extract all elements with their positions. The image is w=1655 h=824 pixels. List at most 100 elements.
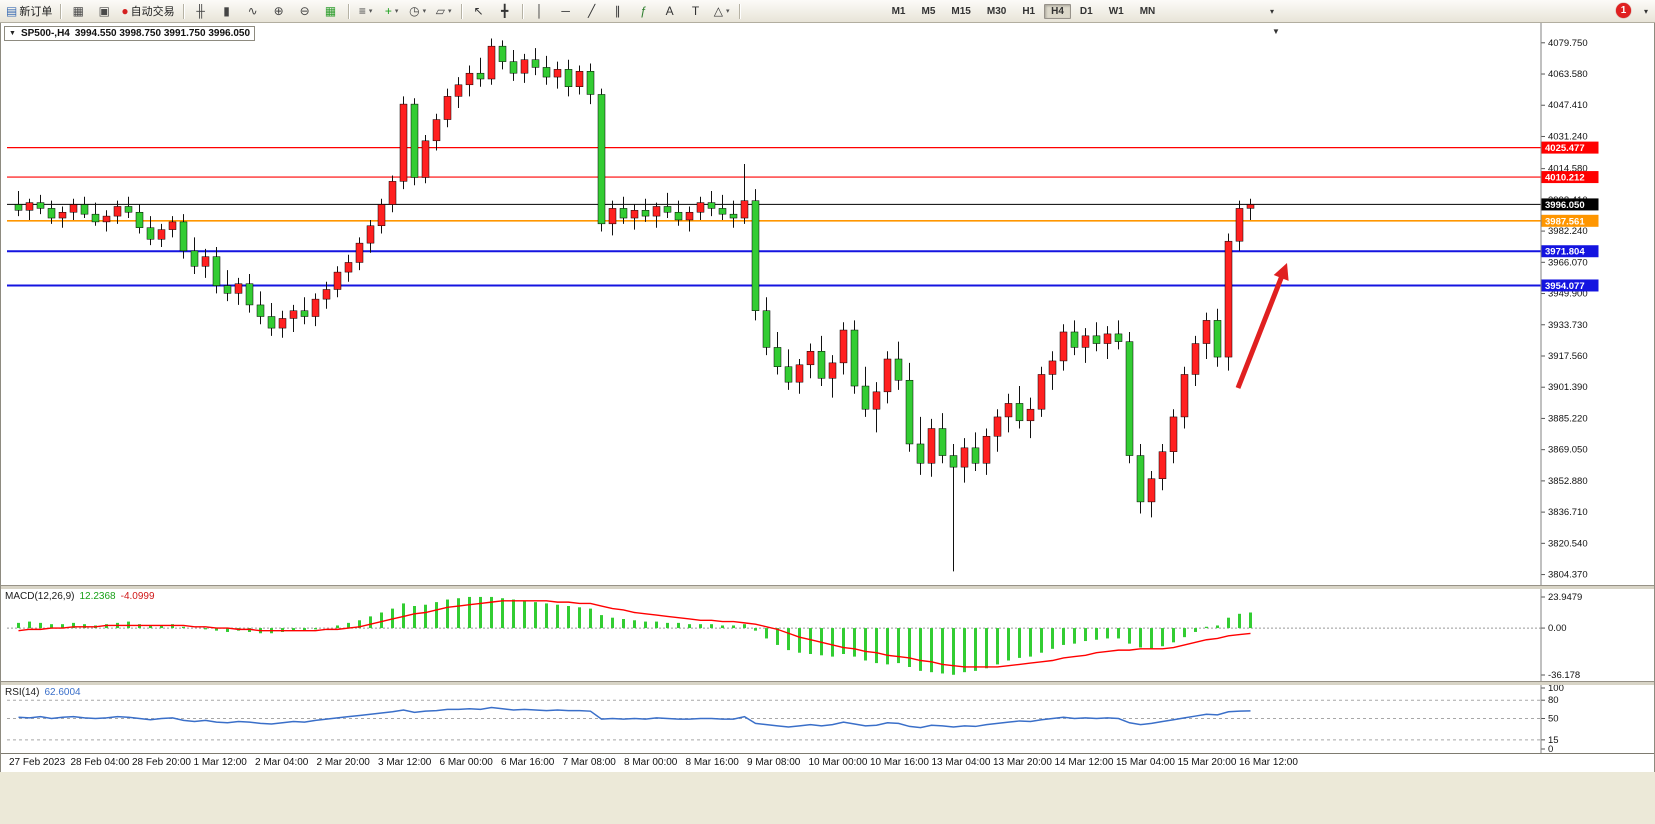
periods-button[interactable]: ◷ ▾ — [406, 1, 430, 21]
shapes-dropdown-icon[interactable]: ▾ — [725, 8, 730, 15]
svg-text:3836.710: 3836.710 — [1548, 507, 1588, 518]
timeframe-m15-button[interactable]: M15 — [951, 5, 971, 17]
toolbar-separator — [60, 3, 62, 19]
svg-text:4014.580: 4014.580 — [1548, 164, 1588, 175]
svg-text:4031.240: 4031.240 — [1548, 131, 1588, 142]
auto-trading-button[interactable]: ● 自动交易 — [118, 1, 177, 21]
svg-text:3987.561: 3987.561 — [1545, 216, 1585, 227]
toolbar-corner-chevron-icon[interactable]: ▾ — [1643, 7, 1648, 16]
bar-chart-mode-icon: ╫ — [196, 4, 205, 18]
svg-text:3996.050: 3996.050 — [1545, 200, 1585, 211]
zoom-out-button[interactable]: ⊖ — [293, 1, 317, 21]
vertical-line-icon: │ — [535, 4, 544, 18]
price-chart[interactable]: 4079.750 4063.580 4047.410 4031.240 4014.580… — [1, 23, 1654, 585]
timeframe-group: M1 M5 M15 M30 H1 H4 D1 W1 MN — [884, 0, 1164, 22]
periods-dropdown-icon[interactable]: ▾ — [422, 8, 427, 15]
shapes-button[interactable]: △ ▾ — [710, 1, 734, 21]
indicator-list-button[interactable]: ≡ ▾ — [354, 1, 378, 21]
chart-corner-arrow-icon[interactable]: ▼ — [1272, 27, 1280, 36]
horizontal-line-button[interactable]: ─ — [554, 1, 578, 21]
svg-text:3966.070: 3966.070 — [1548, 257, 1588, 268]
candlestick-mode-button[interactable]: ▮ — [215, 1, 239, 21]
grid-button[interactable]: ▦ — [319, 1, 343, 21]
macd-label: MACD(12,26,9) 12.2368 -4.0999 — [5, 591, 155, 602]
toolbar-buttons: ▤ 新订单 ▦ ▣ ● 自动交易 ╫ ▮ ∿ ⊕ ⊖ ▦ ≡ ▾ + ▾ ◷ ▾ ▱ ▾ ↖ ╋ │ ─ ╱ ∥ ƒ A T △ ▾ — [2, 0, 744, 22]
timeframe-h1-button[interactable]: H1 — [1022, 5, 1036, 17]
time-label: 15 Mar 20:00 — [1177, 757, 1237, 768]
time-label: 2 Mar 20:00 — [316, 757, 370, 768]
fibonacci-button[interactable]: ƒ — [632, 1, 656, 21]
time-label: 6 Mar 16:00 — [501, 757, 555, 768]
macd-chart[interactable]: 23.9479 0.00 -36.178 — [1, 589, 1654, 681]
time-label: 8 Mar 16:00 — [685, 757, 739, 768]
price-axis[interactable]: 4079.750 4063.580 4047.410 4031.240 4014.580… — [1541, 38, 1588, 581]
timeframe-m30-button[interactable]: M30 — [986, 5, 1007, 17]
macd-title: MACD(12,26,9) — [5, 591, 75, 602]
time-label: 1 Mar 12:00 — [193, 757, 247, 768]
profiles-button[interactable]: ▣ — [92, 1, 116, 21]
panel-splitter[interactable] — [1, 585, 1654, 589]
toolbar: ▤ 新订单 ▦ ▣ ● 自动交易 ╫ ▮ ∿ ⊕ ⊖ ▦ ≡ ▾ + ▾ ◷ ▾ ▱ ▾ ↖ ╋ │ ─ ╱ ∥ ƒ A T △ ▾ M1 M… — [0, 0, 1655, 23]
rsi-title: RSI(14) — [5, 687, 40, 698]
crosshair-button[interactable]: ╋ — [493, 1, 517, 21]
panel-splitter[interactable] — [1, 681, 1654, 685]
channel-button[interactable]: ∥ — [606, 1, 630, 21]
trendline-icon: ╱ — [587, 4, 596, 18]
crosshair-icon: ╋ — [500, 4, 509, 18]
macd-main-value: 12.2368 — [79, 591, 116, 602]
svg-text:4047.410: 4047.410 — [1548, 100, 1588, 111]
timeframe-w1-button[interactable]: W1 — [1108, 5, 1124, 17]
bottom-strip — [0, 772, 1655, 823]
collapse-arrow-icon[interactable]: ▼ — [9, 30, 16, 37]
templates-button[interactable]: ▱ ▾ — [432, 1, 456, 21]
svg-text:3901.390: 3901.390 — [1548, 382, 1588, 393]
new-order-label: 新订单 — [19, 6, 53, 18]
grid-icon: ▦ — [324, 4, 337, 18]
add-indicator-button[interactable]: + ▾ — [380, 1, 404, 21]
text-icon: A — [665, 4, 674, 18]
macd-axis[interactable]: 23.9479 0.00 -36.178 — [1541, 592, 1582, 681]
svg-text:50: 50 — [1548, 714, 1559, 725]
svg-text:4079.750: 4079.750 — [1548, 38, 1588, 49]
time-label: 2 Mar 04:00 — [255, 757, 309, 768]
trendline-button[interactable]: ╱ — [580, 1, 604, 21]
vertical-line-button[interactable]: │ — [528, 1, 552, 21]
timeframe-d1-button[interactable]: D1 — [1079, 5, 1093, 17]
notifications-badge[interactable]: 1 — [1616, 3, 1631, 18]
svg-text:3971.804: 3971.804 — [1545, 247, 1585, 258]
toolbar-overflow-icon[interactable]: ▾ — [1270, 7, 1275, 16]
bar-chart-mode-button[interactable]: ╫ — [189, 1, 213, 21]
new-order-button[interactable]: ▤ 新订单 — [3, 1, 55, 21]
text-label-button[interactable]: T — [684, 1, 708, 21]
svg-text:3885.220: 3885.220 — [1548, 413, 1588, 424]
time-label: 9 Mar 08:00 — [747, 757, 801, 768]
auto-trading-icon: ● — [121, 4, 129, 18]
chart-window-button[interactable]: ▦ — [66, 1, 90, 21]
symbol-info-box[interactable]: ▼ SP500-,H4 3994.550 3998.750 3991.750 3… — [4, 26, 256, 41]
zoom-in-icon: ⊕ — [273, 4, 284, 18]
timeframe-m5-button[interactable]: M5 — [921, 5, 936, 17]
horizontal-lines[interactable] — [7, 146, 1541, 287]
fibonacci-icon: ƒ — [640, 4, 647, 18]
time-label: 6 Mar 00:00 — [439, 757, 493, 768]
time-axis[interactable]: 27 Feb 2023 28 Feb 04:00 28 Feb 20:00 1 Mar… — [1, 753, 1654, 772]
svg-text:0: 0 — [1548, 744, 1553, 753]
templates-dropdown-icon[interactable]: ▾ — [447, 8, 452, 15]
cursor-button[interactable]: ↖ — [467, 1, 491, 21]
timeframe-m1-button[interactable]: M1 — [891, 5, 906, 17]
add-indicator-dropdown-icon[interactable]: ▾ — [394, 8, 399, 15]
text-button[interactable]: A — [658, 1, 682, 21]
trend-arrow[interactable] — [1235, 263, 1289, 389]
timeframe-mn-button[interactable]: MN — [1139, 5, 1156, 17]
line-chart-mode-button[interactable]: ∿ — [241, 1, 265, 21]
price-tags: 4025.477 4010.212 3996.050 3987.561 3971.804… — [1541, 141, 1599, 292]
indicator-list-dropdown-icon[interactable]: ▾ — [368, 8, 373, 15]
svg-text:4025.477: 4025.477 — [1545, 143, 1585, 154]
zoom-out-icon: ⊖ — [299, 4, 310, 18]
time-label: 8 Mar 00:00 — [624, 757, 678, 768]
zoom-in-button[interactable]: ⊕ — [267, 1, 291, 21]
timeframe-h4-button[interactable]: H4 — [1044, 3, 1071, 19]
